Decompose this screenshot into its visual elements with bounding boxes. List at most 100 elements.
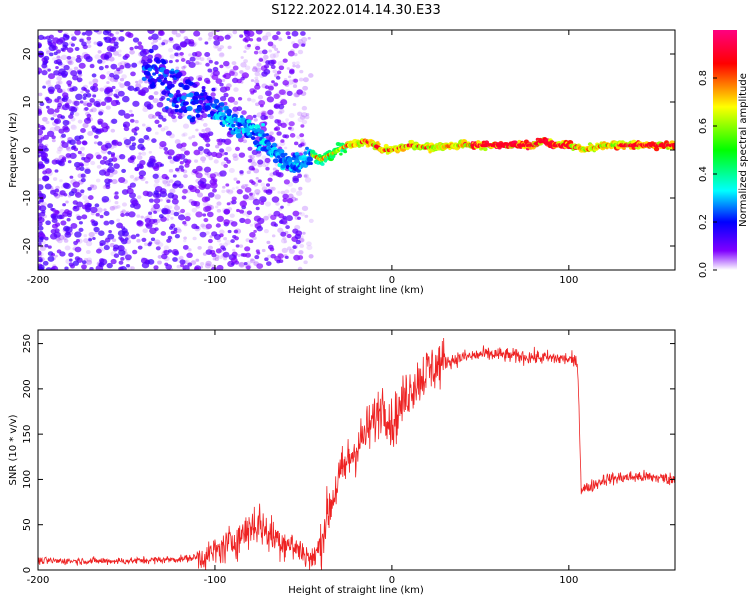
heatmap-cell [81,260,87,265]
heatmap-cell [198,62,202,65]
heatmap-cell [286,197,294,204]
heatmap-cell [157,37,162,41]
heatmap-cell [287,156,293,162]
heatmap-cell [38,242,42,246]
heatmap-cell [38,34,45,40]
heatmap-cell [231,262,235,266]
heatmap-cell [219,64,224,69]
heatmap-cell [254,71,261,77]
heatmap-cell [93,134,99,139]
heatmap-cell [303,260,308,265]
heatmap-cell [223,256,228,261]
heatmap-cell [113,253,120,258]
heatmap-cell [142,48,150,55]
heatmap-cell [85,56,93,63]
heatmap-cell [187,262,193,267]
heatmap-cell [47,73,56,80]
heatmap-cell [207,37,212,41]
heatmap-cell [61,97,68,103]
heatmap-cell [282,58,288,63]
heatmap-cell [176,264,181,269]
snr-frame [37,329,676,571]
heatmap-cell [161,253,168,260]
heatmap-cell [52,177,58,181]
heatmap-cell [80,163,85,167]
heatmap-cell [96,165,102,169]
heatmap-cell [236,180,241,184]
heatmap-cell [136,220,144,227]
heatmap-cell [160,231,167,236]
heatmap-cell [66,47,74,53]
heatmap-cell [227,189,234,195]
heatmap-cell [206,57,212,61]
heatmap-cell [129,136,136,142]
heatmap-cell [237,254,241,257]
heatmap-cell [208,35,214,40]
heatmap-cell [231,199,237,205]
heatmap-cell [138,164,144,170]
heatmap-cell [117,53,122,57]
heatmap-cell [173,227,178,232]
heatmap-cell [219,243,223,247]
heatmap-cell [267,254,272,259]
heatmap-cell [269,131,274,136]
heatmap-cell [308,218,314,223]
heatmap-cell [86,259,93,265]
heatmap-cell [86,117,91,121]
heatmap-cell [56,149,62,155]
heatmap-cell [268,49,272,53]
heatmap-cell [275,201,280,206]
heatmap-cell [284,146,288,150]
heatmap-cell [83,102,87,106]
heatmap-cell [203,218,209,223]
heatmap-cell [247,158,253,163]
heatmap-cell [44,244,49,248]
heatmap-cell [238,261,245,267]
heatmap-cell [197,245,202,250]
heatmap-cell [119,77,125,82]
colorbar-tick-label: 0.0 [698,262,709,278]
heatmap-cell [148,211,153,215]
heatmap-cell [218,52,225,58]
heatmap-cell [246,260,252,265]
heatmap-cell [129,203,136,208]
heatmap-cell [178,214,186,221]
heatmap-cell [137,61,142,65]
heatmap-cell [257,159,264,165]
heatmap-cell [167,149,175,156]
heatmap-cell [268,85,274,91]
heatmap-cell [128,211,136,218]
heatmap-cell [248,195,254,201]
heatmap-cell [245,252,251,258]
heatmap-cell [182,123,190,129]
heatmap-cell [298,211,302,215]
heatmap-cell [169,74,173,78]
heatmap-cell [219,95,227,102]
heatmap-cell [196,113,200,117]
heatmap-cell [343,149,348,154]
heatmap-cell [55,81,61,85]
heatmap-cell [288,248,295,254]
heatmap-cell [191,116,196,120]
heatmap-cell [221,138,226,143]
heatmap-cell [42,116,48,122]
heatmap-cell [102,30,109,36]
heatmap-cell [64,231,72,238]
heatmap-cell [99,243,104,247]
heatmap-cell [241,110,247,115]
heatmap-cell [194,266,200,270]
heatmap-cell [272,167,277,171]
heatmap-cell [232,65,239,71]
heatmap-cell [90,206,98,214]
heatmap-cell [76,140,82,145]
heatmap-cell [168,37,174,41]
heatmap-cell [179,30,186,34]
heatmap-cell [166,238,172,243]
heatmap-cell [228,167,235,174]
heatmap-cell [231,196,237,201]
heatmap-cell [219,52,225,57]
heatmap-cell [252,198,261,206]
heatmap-cell [38,256,43,263]
heatmap-cell [69,139,76,146]
heatmap-cell [160,127,166,132]
